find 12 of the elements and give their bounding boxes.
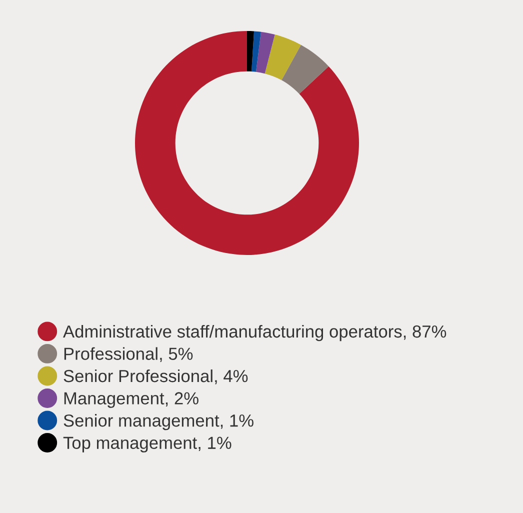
legend-label: Top management, 1% bbox=[63, 436, 232, 452]
donut-slice bbox=[135, 31, 359, 255]
legend-label: Senior Professional, 4% bbox=[64, 369, 248, 384]
donut-slice bbox=[282, 44, 329, 94]
donut-slice bbox=[256, 32, 275, 74]
legend-label: Senior management, 1% bbox=[64, 414, 254, 430]
legend-label: Administrative staff/manufacturing operators, 87% bbox=[63, 324, 446, 342]
legend-label: Management, 2% bbox=[64, 392, 198, 408]
legend-label: Professional, 5% bbox=[64, 347, 193, 362]
donut-slice bbox=[264, 34, 301, 80]
donut-slice bbox=[252, 31, 262, 72]
donut-slice bbox=[247, 31, 254, 72]
